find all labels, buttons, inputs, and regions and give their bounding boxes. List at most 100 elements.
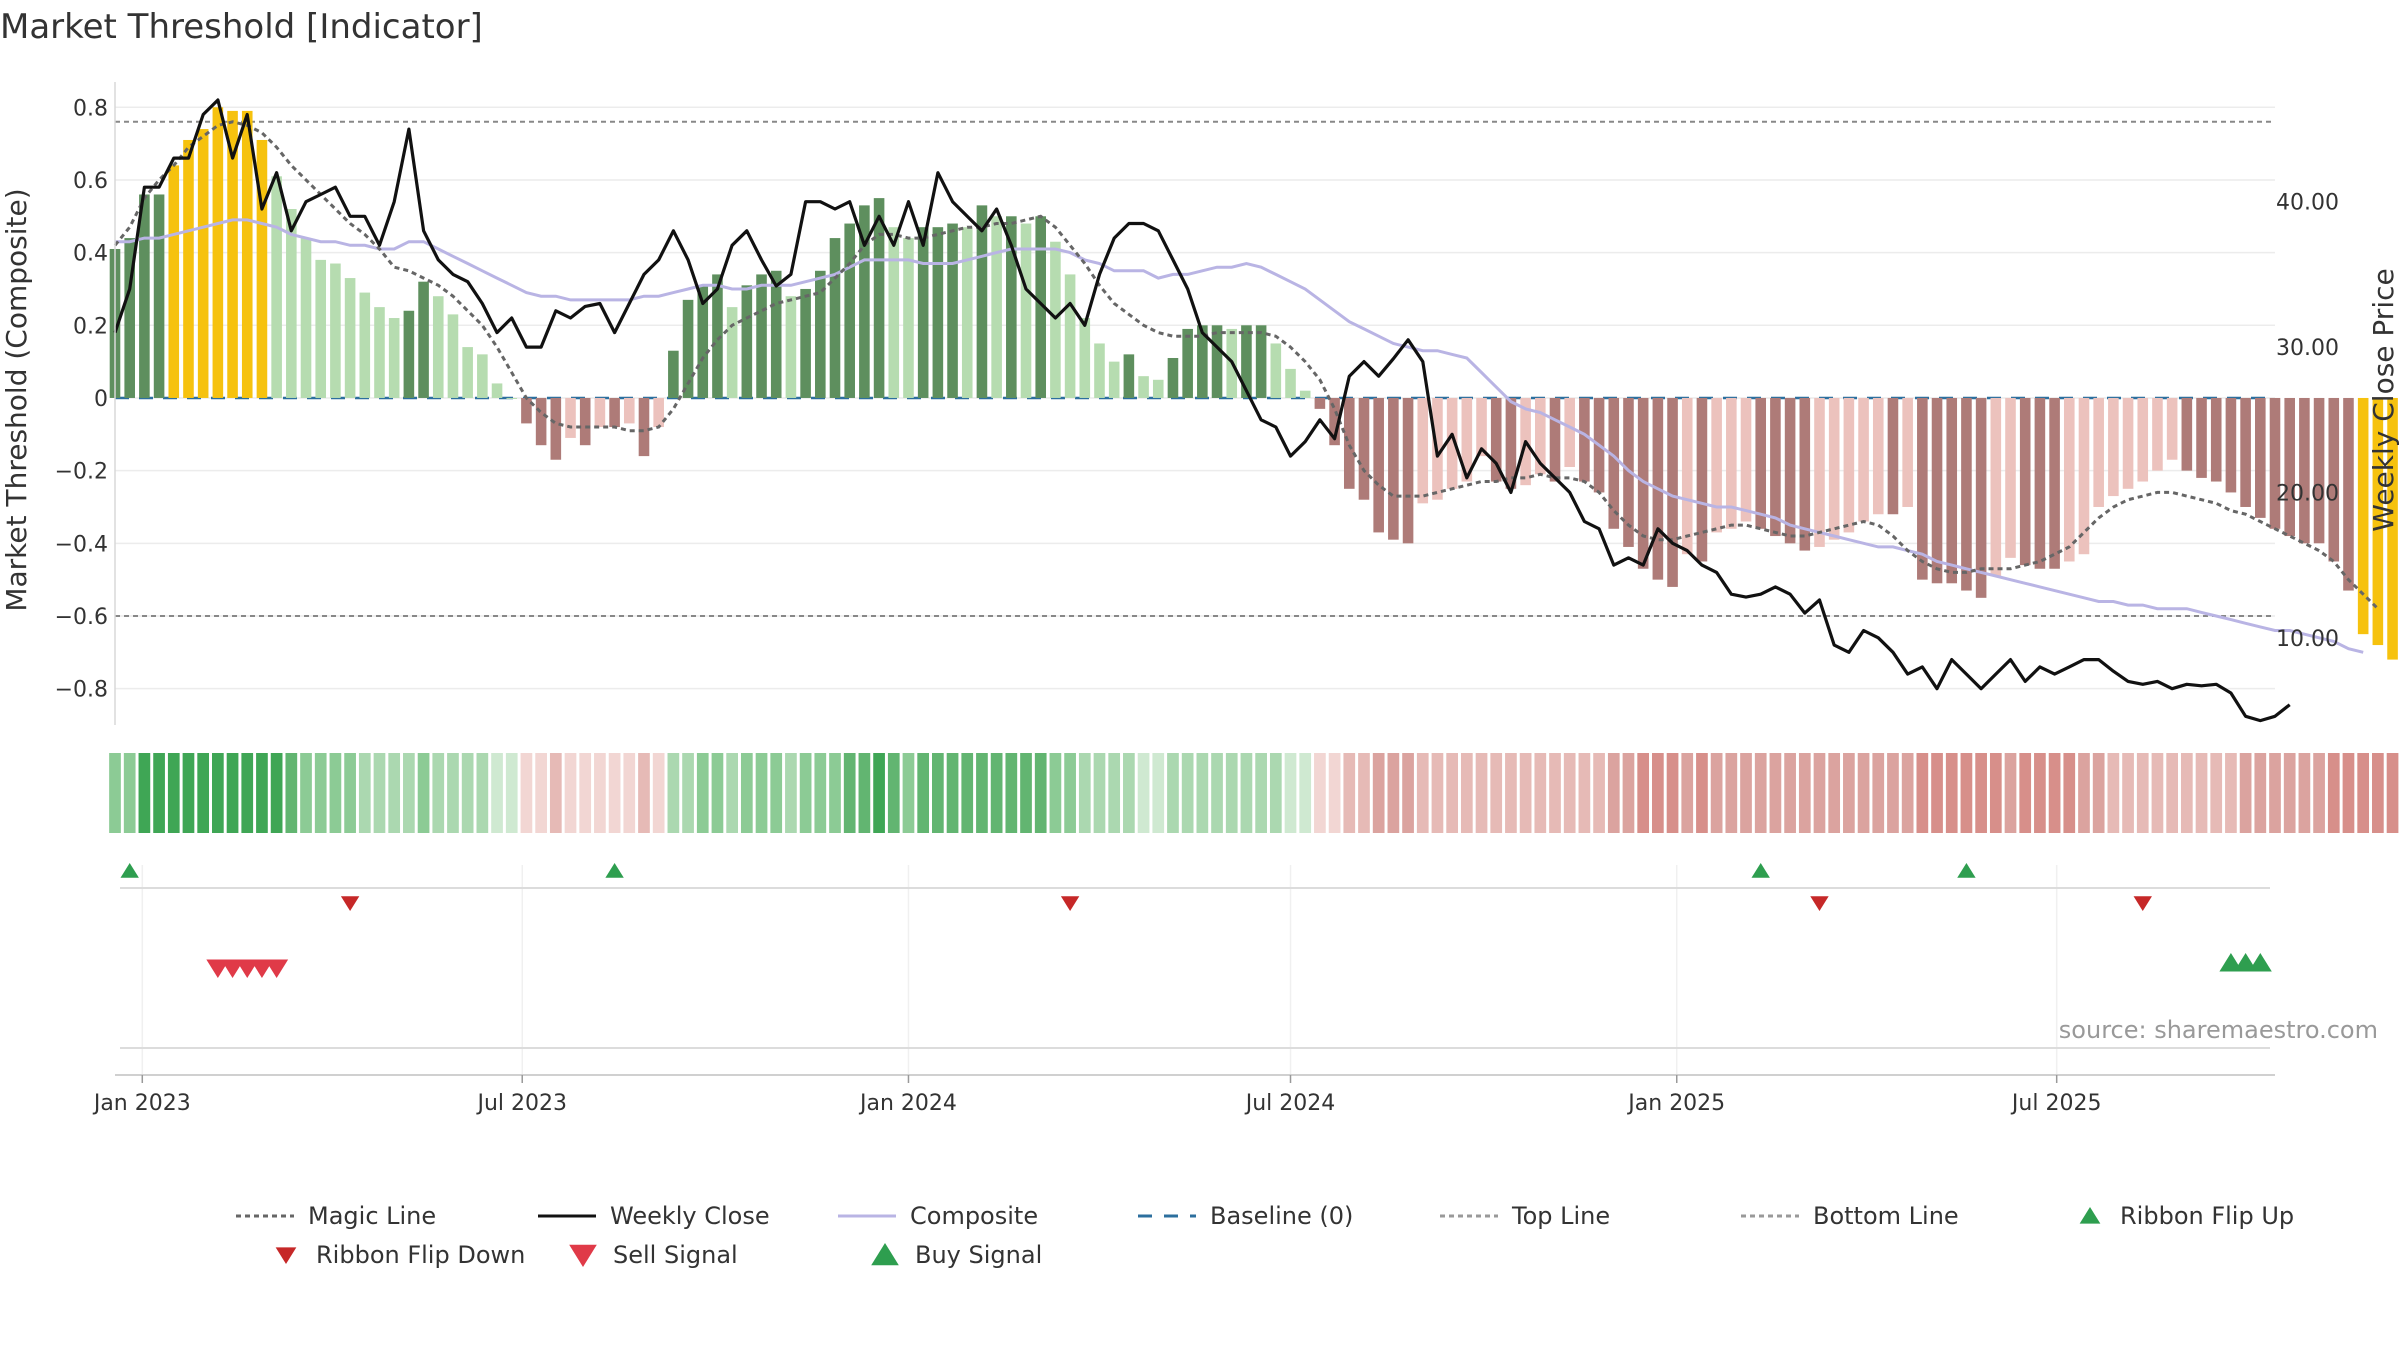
- threshold-bar: [2108, 397, 2119, 497]
- y-tick-right-label: 10.00: [2276, 627, 2339, 652]
- ribbon-cell: [2048, 753, 2061, 833]
- threshold-bar: [2284, 397, 2295, 537]
- threshold-bar: [2225, 397, 2237, 493]
- ribbon-cell: [2372, 753, 2384, 833]
- ribbon-cell: [1725, 753, 1738, 833]
- ribbon-cell: [873, 753, 885, 833]
- threshold-bar: [271, 176, 282, 398]
- threshold-bar: [2299, 397, 2310, 544]
- threshold-bar: [1094, 343, 1105, 398]
- threshold-bar: [579, 397, 591, 446]
- ribbon-cell: [1696, 753, 1708, 833]
- threshold-bar: [1197, 325, 1208, 398]
- threshold-bar: [903, 238, 914, 398]
- threshold-bar: [668, 350, 679, 398]
- ribbon-flip-down-marker: [1810, 896, 1829, 911]
- threshold-bar: [947, 223, 958, 398]
- threshold-bar: [535, 397, 547, 446]
- legend-item: Ribbon Flip Down: [275, 1241, 525, 1269]
- ribbon-cell: [1681, 753, 1694, 833]
- ribbon-cell: [682, 753, 694, 833]
- threshold-bar: [139, 194, 150, 398]
- ribbon-cell: [1887, 753, 1899, 833]
- threshold-bar: [1902, 397, 1913, 507]
- threshold-bar: [212, 107, 224, 398]
- ribbon-cell: [1020, 753, 1032, 833]
- threshold-bar: [594, 397, 606, 428]
- ribbon-cell: [1637, 753, 1650, 833]
- threshold-bar: [462, 347, 473, 398]
- ribbon-cell: [1446, 753, 1458, 833]
- threshold-bar: [1681, 397, 1693, 555]
- legend-label: Buy Signal: [915, 1241, 1042, 1269]
- ribbon-cell: [212, 753, 224, 833]
- threshold-bar: [1535, 397, 1546, 475]
- threshold-bar: [1637, 397, 1649, 569]
- legend-item: Magic Line: [236, 1202, 436, 1230]
- y-tick-left-label: −0.8: [55, 678, 108, 703]
- ribbon-cell: [1754, 753, 1767, 833]
- ribbon-cell: [447, 753, 459, 833]
- y-tick-right-label: 20.00: [2276, 481, 2339, 506]
- ribbon-cell: [2195, 753, 2208, 833]
- threshold-bar: [682, 299, 694, 398]
- ribbon-cell: [2298, 753, 2311, 833]
- threshold-bar: [359, 292, 371, 398]
- x-tick-label: Jul 2023: [475, 1091, 567, 1116]
- threshold-bar: [1726, 397, 1737, 529]
- threshold-bar: [1314, 397, 1326, 409]
- ribbon-cell: [2034, 753, 2046, 833]
- ribbon-cell: [505, 753, 518, 833]
- ribbon-cell: [2283, 753, 2296, 833]
- threshold-bar: [153, 194, 165, 398]
- ribbon-flip-up-marker: [120, 863, 139, 878]
- y-axis-label-left: Market Threshold (Composite): [0, 188, 33, 611]
- ribbon-cell: [1813, 753, 1826, 833]
- ribbon-cell: [2092, 753, 2105, 833]
- legend-item: Sell Signal: [569, 1241, 738, 1269]
- threshold-bar: [712, 274, 723, 398]
- threshold-bar: [1461, 397, 1473, 482]
- legend-label: Composite: [910, 1202, 1038, 1230]
- ribbon-cell: [946, 753, 959, 833]
- ribbon-cell: [520, 753, 533, 833]
- ribbon-cell: [1798, 753, 1811, 833]
- ribbon-cell: [932, 753, 944, 833]
- ribbon-cell: [1666, 753, 1679, 833]
- threshold-bar: [1329, 397, 1340, 446]
- threshold-bar: [227, 110, 238, 398]
- ribbon-cell: [182, 753, 195, 833]
- threshold-bar: [403, 310, 415, 398]
- ribbon-flip-down-marker: [340, 896, 360, 911]
- source-note: source: sharemaestro.com: [2059, 1016, 2378, 1044]
- threshold-bar: [741, 285, 753, 398]
- threshold-bar: [1755, 397, 1767, 529]
- threshold-bar: [2357, 397, 2369, 635]
- threshold-bar: [256, 139, 268, 398]
- magic-line: [113, 120, 2379, 610]
- ribbon-cell: [1563, 753, 1576, 833]
- reference-lines: [115, 120, 2275, 617]
- threshold-bar: [1138, 376, 1149, 398]
- ribbon-cell: [990, 753, 1003, 833]
- threshold-bar: [623, 397, 635, 424]
- threshold-bar: [2093, 397, 2104, 507]
- threshold-bar: [418, 281, 429, 398]
- threshold-bar: [1108, 361, 1120, 398]
- threshold-bar: [1505, 397, 1517, 489]
- ribbon-cell: [270, 753, 283, 833]
- threshold-bar: [1255, 325, 1267, 398]
- threshold-bar: [815, 270, 826, 398]
- legend-item: Ribbon Flip Up: [2079, 1202, 2294, 1230]
- ribbon-cell: [1152, 753, 1165, 833]
- legend-label: Ribbon Flip Up: [2120, 1202, 2294, 1230]
- ribbon-cell: [770, 753, 783, 833]
- threshold-bar: [2387, 397, 2398, 660]
- ribbon-cell: [2254, 753, 2267, 833]
- ribbon-cell: [1578, 753, 1591, 833]
- ribbon-cell: [1945, 753, 1958, 833]
- legend-item: Top Line: [1440, 1202, 1610, 1230]
- y-tick-right-label: 30.00: [2276, 336, 2339, 361]
- threshold-bar: [506, 397, 518, 399]
- threshold-bar: [1402, 397, 1414, 544]
